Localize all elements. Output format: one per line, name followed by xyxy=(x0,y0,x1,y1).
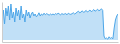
y-axis-line xyxy=(2,3,3,43)
y-axis xyxy=(2,3,3,43)
marks xyxy=(2,4,118,40)
area-line xyxy=(2,4,118,39)
x-axis-line xyxy=(3,42,119,43)
x-axis xyxy=(3,42,119,43)
plot xyxy=(2,3,119,43)
chart xyxy=(0,0,120,44)
area-fill xyxy=(2,4,118,40)
